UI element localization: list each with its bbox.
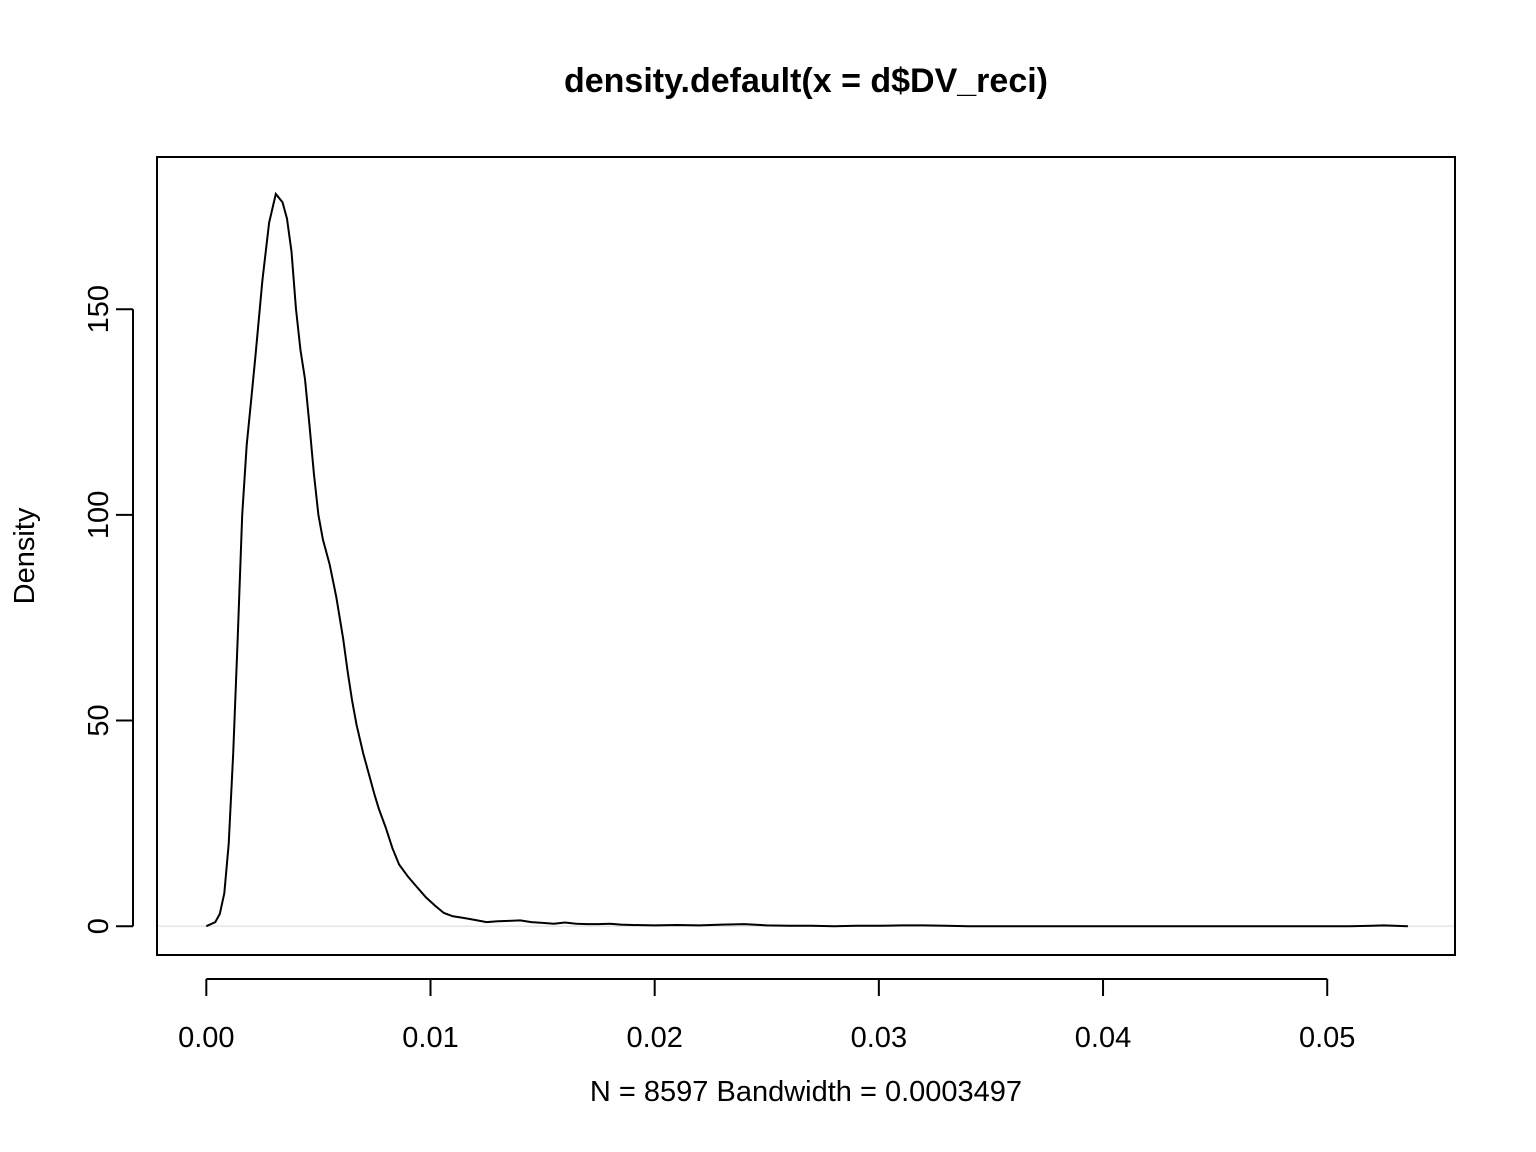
chart-title: density.default(x = d$DV_reci) — [564, 62, 1048, 100]
x-tick-label: 0.04 — [1075, 1022, 1131, 1054]
y-axis-label: Density — [9, 507, 41, 604]
y-tick-label: 50 — [83, 704, 115, 736]
y-tick-label: 100 — [83, 491, 115, 539]
x-tick-label: 0.02 — [626, 1022, 682, 1054]
y-tick-label: 0 — [83, 918, 115, 934]
x-axis: 0.00 0.01 0.02 0.03 0.04 0.05 — [178, 978, 1355, 1054]
x-axis-label: N = 8597 Bandwidth = 0.0003497 — [590, 1076, 1022, 1108]
x-tick-label: 0.03 — [851, 1022, 907, 1054]
y-axis: 0 50 100 150 — [83, 285, 134, 934]
x-tick-label: 0.05 — [1299, 1022, 1355, 1054]
density-curve — [205, 191, 1408, 928]
y-tick-label: 150 — [83, 285, 115, 333]
x-tick-label: 0.00 — [178, 1022, 234, 1054]
plot-frame — [156, 156, 1456, 956]
x-tick-label: 0.01 — [402, 1022, 458, 1054]
